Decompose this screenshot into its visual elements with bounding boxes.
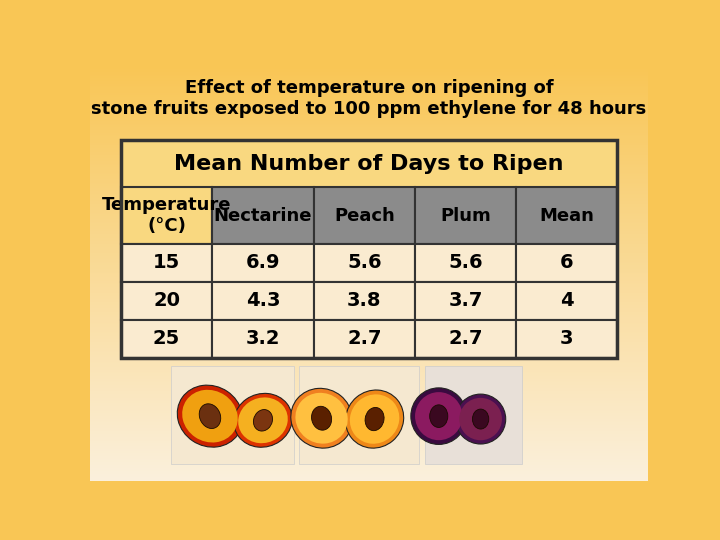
Text: 2.7: 2.7 (449, 329, 482, 348)
Ellipse shape (430, 405, 448, 428)
Ellipse shape (472, 409, 489, 429)
Bar (314, 282, 415, 320)
Ellipse shape (456, 394, 505, 444)
Text: 20: 20 (153, 291, 180, 310)
Ellipse shape (238, 397, 288, 443)
Text: Temperature
(°C): Temperature (°C) (102, 196, 231, 235)
Ellipse shape (415, 392, 462, 440)
Text: Mean Number of Days to Ripen: Mean Number of Days to Ripen (174, 153, 564, 173)
Ellipse shape (312, 406, 332, 430)
Ellipse shape (177, 385, 243, 447)
Bar (415, 282, 516, 320)
Bar (516, 244, 617, 282)
Text: 3.2: 3.2 (246, 329, 280, 348)
Ellipse shape (411, 388, 467, 444)
Text: 5.6: 5.6 (448, 253, 483, 272)
Text: 6: 6 (560, 253, 574, 272)
Ellipse shape (346, 390, 404, 448)
Text: 3: 3 (560, 329, 573, 348)
Bar (415, 187, 516, 244)
Bar (212, 320, 314, 358)
Bar (314, 320, 415, 358)
Bar (516, 187, 617, 244)
Ellipse shape (291, 388, 352, 448)
Text: Plum: Plum (440, 206, 491, 225)
Bar (121, 140, 617, 358)
Ellipse shape (295, 393, 348, 444)
Bar (425, 366, 523, 464)
Ellipse shape (182, 390, 238, 442)
Text: 3.7: 3.7 (449, 291, 482, 310)
Bar (415, 244, 516, 282)
Bar (314, 244, 415, 282)
Text: 2.7: 2.7 (347, 329, 382, 348)
Bar (516, 282, 617, 320)
Text: 25: 25 (153, 329, 180, 348)
Ellipse shape (459, 398, 502, 440)
Text: 6.9: 6.9 (246, 253, 280, 272)
Ellipse shape (234, 393, 292, 447)
Ellipse shape (253, 409, 273, 431)
Bar (121, 140, 617, 187)
Bar (415, 320, 516, 358)
Text: Mean: Mean (539, 206, 594, 225)
Text: 5.6: 5.6 (347, 253, 382, 272)
Bar (121, 320, 212, 358)
Bar (516, 320, 617, 358)
Text: 4.3: 4.3 (246, 291, 280, 310)
Bar (212, 244, 314, 282)
Bar (300, 366, 419, 464)
Bar (212, 282, 314, 320)
Text: Peach: Peach (334, 206, 395, 225)
Text: 4: 4 (560, 291, 574, 310)
Text: 3.8: 3.8 (347, 291, 382, 310)
Ellipse shape (365, 408, 384, 431)
Bar (121, 244, 212, 282)
Text: 15: 15 (153, 253, 180, 272)
Bar (212, 187, 314, 244)
Bar (314, 187, 415, 244)
Bar (121, 282, 212, 320)
Ellipse shape (350, 394, 400, 444)
Text: Effect of temperature on ripening of
stone fruits exposed to 100 ppm ethylene fo: Effect of temperature on ripening of sto… (91, 79, 647, 118)
Bar (121, 187, 212, 244)
Bar (171, 366, 294, 464)
Text: Nectarine: Nectarine (214, 206, 312, 225)
Ellipse shape (199, 404, 221, 429)
